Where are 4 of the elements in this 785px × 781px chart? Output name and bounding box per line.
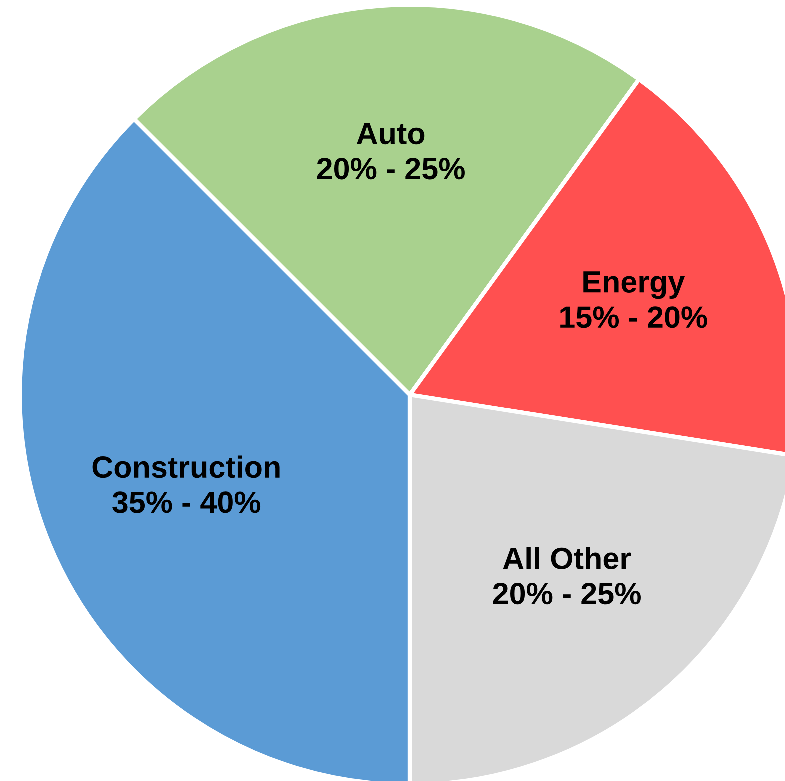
- slice-label: Energy 15% - 20%: [560, 272, 708, 328]
- slice-label: Auto 20% - 25%: [317, 123, 465, 180]
- slice-label: All Other 20% - 25%: [493, 547, 641, 605]
- slice-label: Construction 35% - 40%: [92, 456, 280, 514]
